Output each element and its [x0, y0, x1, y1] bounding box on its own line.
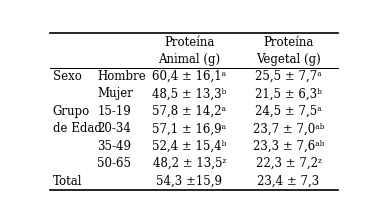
- Text: 54,3 ±15,9: 54,3 ±15,9: [156, 175, 222, 188]
- Text: 57,1 ± 16,9ᵃ: 57,1 ± 16,9ᵃ: [152, 122, 226, 135]
- Text: 23,4 ± 7,3: 23,4 ± 7,3: [257, 175, 319, 188]
- Text: 21,5 ± 6,3ᵇ: 21,5 ± 6,3ᵇ: [255, 88, 322, 100]
- Text: 48,5 ± 13,3ᵇ: 48,5 ± 13,3ᵇ: [152, 88, 226, 100]
- Text: Proteína
Vegetal (g): Proteína Vegetal (g): [256, 36, 321, 66]
- Text: 48,2 ± 13,5ᶻ: 48,2 ± 13,5ᶻ: [152, 157, 226, 170]
- Text: 23,7 ± 7,0ᵃᵇ: 23,7 ± 7,0ᵃᵇ: [253, 122, 324, 135]
- Text: Hombre: Hombre: [97, 70, 146, 83]
- Text: 57,8 ± 14,2ᵃ: 57,8 ± 14,2ᵃ: [152, 105, 226, 118]
- Text: de Edad: de Edad: [53, 122, 102, 135]
- Text: Grupo: Grupo: [53, 105, 90, 118]
- Text: 20-34: 20-34: [97, 122, 131, 135]
- Text: 22,3 ± 7,2ᶻ: 22,3 ± 7,2ᶻ: [255, 157, 321, 170]
- Text: Proteína
Animal (g): Proteína Animal (g): [158, 36, 220, 66]
- Text: 23,3 ± 7,6ᵃᵇ: 23,3 ± 7,6ᵃᵇ: [253, 140, 324, 153]
- Text: 24,5 ± 7,5ᵃ: 24,5 ± 7,5ᵃ: [255, 105, 322, 118]
- Text: 60,4 ± 16,1ᵃ: 60,4 ± 16,1ᵃ: [152, 70, 226, 83]
- Text: 25,5 ± 7,7ᵃ: 25,5 ± 7,7ᵃ: [255, 70, 322, 83]
- Text: Total: Total: [53, 175, 82, 188]
- Text: 50-65: 50-65: [97, 157, 131, 170]
- Text: 52,4 ± 15,4ᵇ: 52,4 ± 15,4ᵇ: [152, 140, 226, 153]
- Text: 35-49: 35-49: [97, 140, 131, 153]
- Text: Mujer: Mujer: [97, 88, 133, 100]
- Text: 15-19: 15-19: [97, 105, 131, 118]
- Text: Sexo: Sexo: [53, 70, 81, 83]
